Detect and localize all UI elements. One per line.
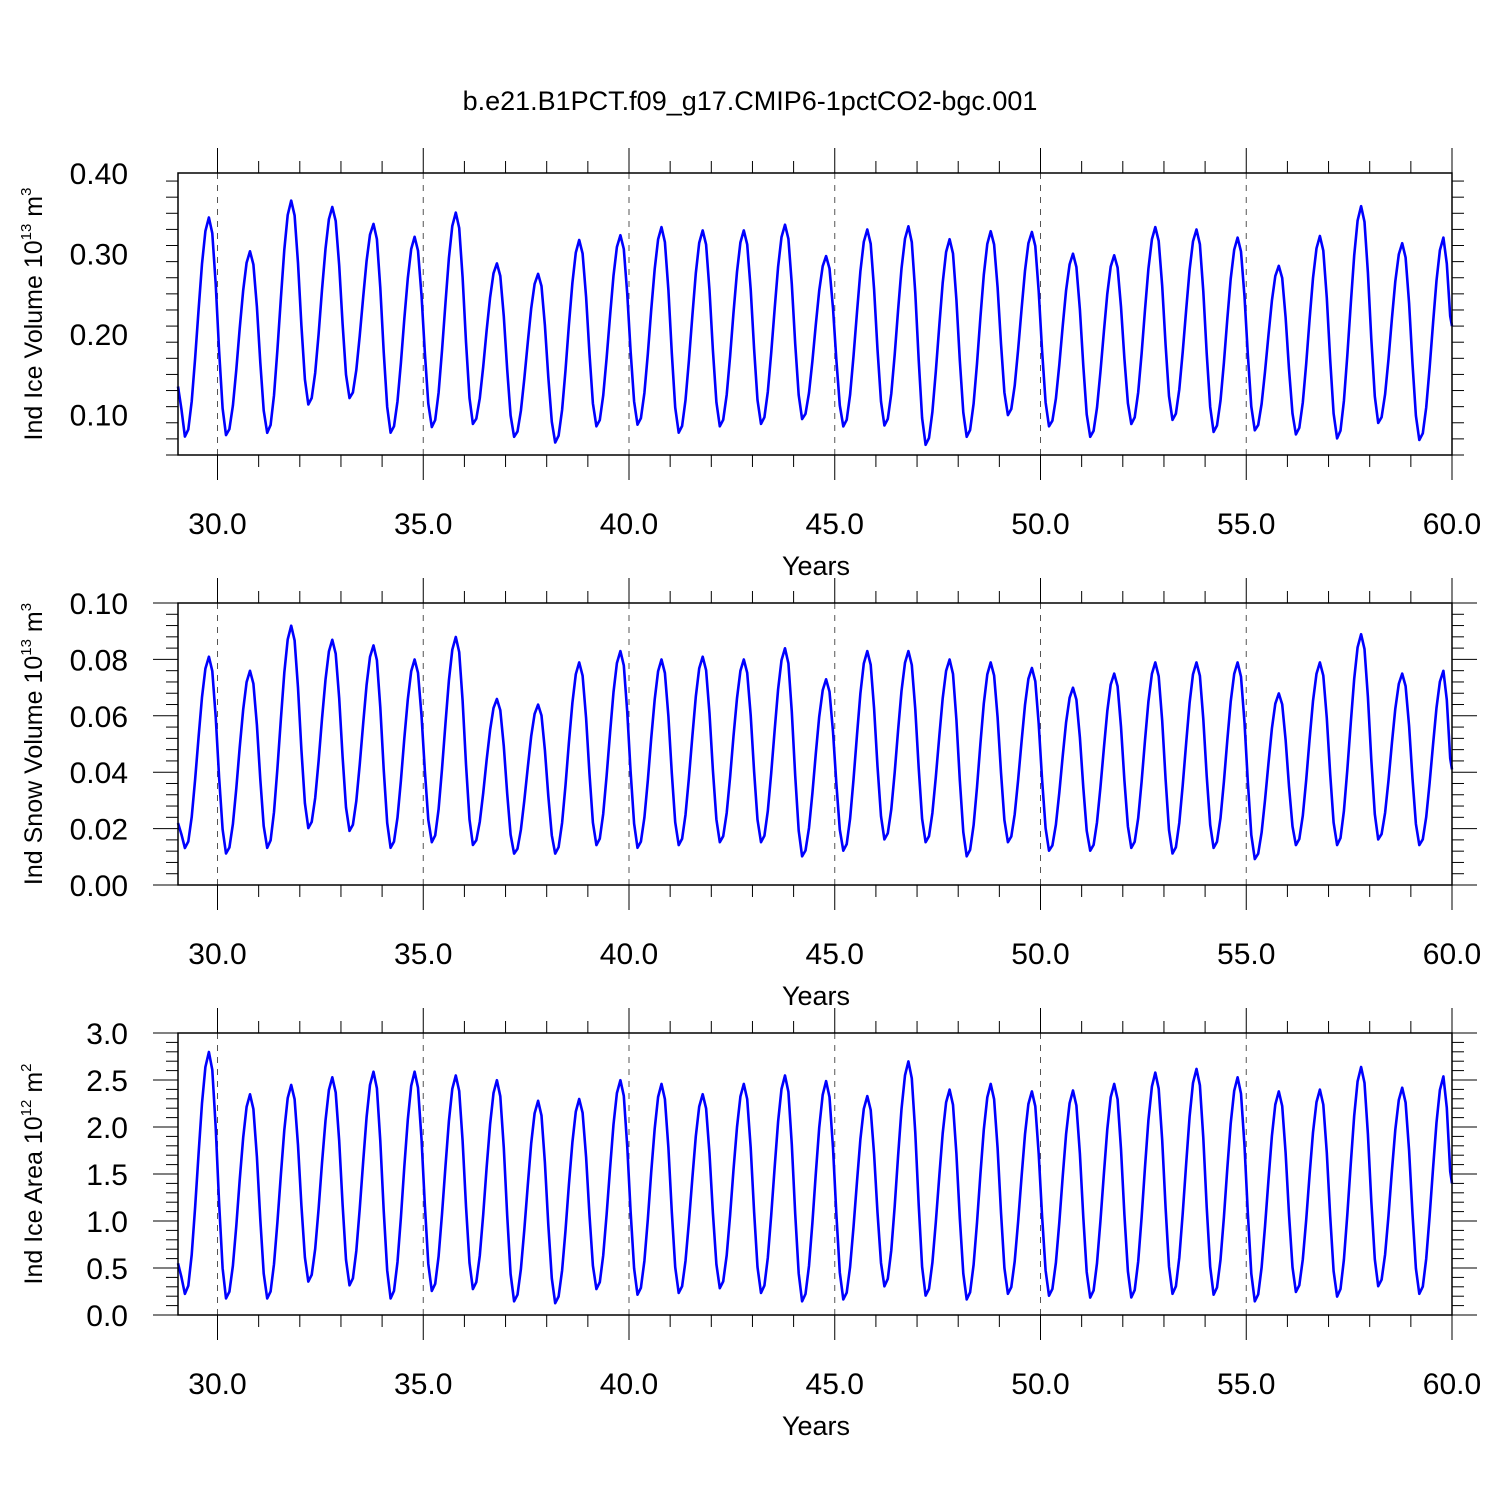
y-tick-label: 0.02	[70, 814, 128, 847]
x-axis-label: Years	[782, 551, 850, 581]
y-axis-label: Ind Ice Volume 1013 m3	[18, 188, 48, 441]
x-tick-label: 35.0	[394, 938, 452, 971]
y-tick-label: 1.0	[86, 1206, 128, 1239]
series-line-ice_area	[176, 1050, 1454, 1305]
x-tick-label: 50.0	[1011, 938, 1069, 971]
y-tick-label: 0.10	[70, 588, 128, 621]
y-tick-label: 0.30	[70, 239, 128, 272]
x-tick-label: 45.0	[806, 938, 864, 971]
x-tick-label: 45.0	[806, 508, 864, 541]
y-tick-label: 2.5	[86, 1065, 128, 1098]
figure-title: b.e21.B1PCT.f09_g17.CMIP6-1pctCO2-bgc.00…	[463, 86, 1038, 116]
x-tick-label: 30.0	[188, 938, 246, 971]
x-axis-label: Years	[782, 981, 850, 1011]
x-tick-label: 45.0	[806, 1368, 864, 1401]
y-tick-label: 0.0	[86, 1300, 128, 1333]
x-tick-label: 55.0	[1217, 1368, 1275, 1401]
y-tick-label: 0.10	[70, 400, 128, 433]
series-line-snow_volume	[176, 624, 1454, 861]
x-tick-label: 40.0	[600, 508, 658, 541]
x-tick-label: 30.0	[188, 1368, 246, 1401]
y-tick-label: 0.20	[70, 319, 128, 352]
y-tick-label: 0.08	[70, 644, 128, 677]
plot-frame	[177, 172, 1453, 456]
x-axis-label: Years	[782, 1411, 850, 1441]
series-line-ice_volume	[176, 199, 1454, 447]
x-tick-label: 30.0	[188, 508, 246, 541]
plot-frame	[177, 602, 1453, 886]
x-tick-label: 55.0	[1217, 508, 1275, 541]
y-axis-label: Ind Snow Volume 1013 m3	[18, 603, 48, 885]
y-axis-label: Ind Ice Area 1012 m2	[18, 1064, 48, 1285]
y-tick-label: 0.00	[70, 870, 128, 903]
x-tick-label: 50.0	[1011, 1368, 1069, 1401]
y-tick-label: 1.5	[86, 1159, 128, 1192]
panel-ice_volume: 0.10 0.20 0.30 0.40 30.0 35.0 40.0 45.0 50.0 55.0…	[18, 148, 1481, 581]
x-tick-label: 40.0	[600, 1368, 658, 1401]
y-tick-label: 0.04	[70, 757, 128, 790]
panel-ice_area: 0.0 0.5 1.0 1.5 2.0 2.5 3.0 30.0 35.0 40.0 45.0 50.…	[18, 1008, 1481, 1441]
y-tick-label: 0.40	[70, 158, 128, 191]
x-tick-label: 40.0	[600, 938, 658, 971]
x-tick-label: 50.0	[1011, 508, 1069, 541]
x-tick-label: 60.0	[1423, 508, 1481, 541]
x-tick-label: 35.0	[394, 1368, 452, 1401]
x-tick-label: 35.0	[394, 508, 452, 541]
y-tick-label: 0.5	[86, 1253, 128, 1286]
y-tick-label: 0.06	[70, 701, 128, 734]
plot-frame	[177, 1032, 1453, 1316]
x-tick-label: 55.0	[1217, 938, 1275, 971]
y-tick-label: 3.0	[86, 1018, 128, 1051]
x-tick-label: 60.0	[1423, 938, 1481, 971]
panel-snow_volume: 0.00 0.02 0.04 0.06 0.08 0.10 30.0 35.0 40.0 45.0…	[18, 578, 1481, 1011]
y-tick-label: 2.0	[86, 1112, 128, 1145]
x-tick-label: 60.0	[1423, 1368, 1481, 1401]
